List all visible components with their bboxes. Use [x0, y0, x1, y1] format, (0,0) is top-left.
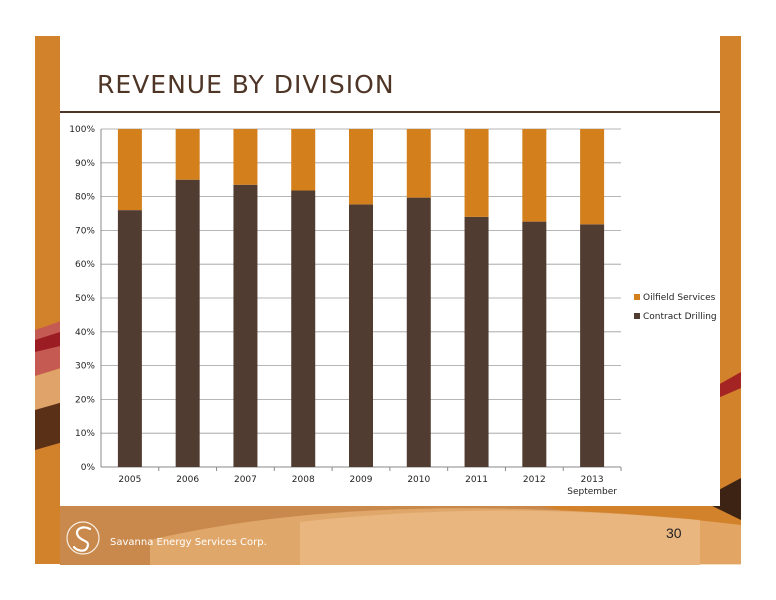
legend-label: Oilfield Services — [643, 293, 716, 303]
bar-contract-drilling — [522, 221, 547, 467]
x-tick-label: 2009 — [350, 475, 373, 485]
savanna-logo-icon — [66, 521, 100, 555]
y-tick-label: 60% — [75, 260, 95, 270]
bar-contract-drilling — [175, 179, 200, 467]
bar-contract-drilling — [233, 184, 258, 467]
y-tick-label: 90% — [75, 159, 95, 169]
bar-oilfield-services — [580, 129, 605, 225]
bar-oilfield-services — [349, 129, 373, 205]
x-tick-label: 2006 — [176, 475, 199, 485]
bar-oilfield-services — [175, 129, 200, 180]
bar-oilfield-services — [117, 129, 142, 211]
bar-oilfield-services — [522, 129, 547, 222]
x-tick-label: 2011 — [465, 475, 488, 485]
y-tick-label: 100% — [69, 125, 95, 135]
slide-title: REVENUE BY DIVISION — [97, 70, 395, 99]
x-tick-label: 2012 — [523, 475, 546, 485]
y-tick-label: 30% — [75, 362, 95, 372]
x-tick-label: 2013 — [581, 475, 604, 485]
bar-contract-drilling — [464, 216, 489, 467]
y-tick-label: 20% — [75, 395, 95, 405]
bar-contract-drilling — [349, 204, 373, 467]
bar-oilfield-services — [464, 129, 489, 217]
y-tick-label: 50% — [75, 294, 95, 304]
legend-label: Contract Drilling — [643, 312, 717, 322]
page-number: 30 — [666, 525, 682, 541]
y-tick-label: 70% — [75, 226, 95, 236]
y-tick-label: 0% — [81, 463, 96, 473]
legend-swatch — [634, 313, 640, 319]
x-tick-label: September — [567, 487, 617, 497]
y-tick-label: 40% — [75, 328, 95, 338]
bar-contract-drilling — [291, 190, 316, 468]
x-tick-label: 2005 — [118, 475, 141, 485]
x-tick-label: 2007 — [234, 475, 257, 485]
company-name: Savanna Energy Services Corp. — [110, 537, 267, 548]
bar-oilfield-services — [233, 129, 258, 185]
bar-oilfield-services — [406, 129, 431, 198]
y-tick-label: 10% — [75, 429, 95, 439]
bar-contract-drilling — [117, 210, 142, 467]
y-tick-label: 80% — [75, 193, 95, 203]
bar-contract-drilling — [406, 197, 431, 467]
x-tick-label: 2010 — [407, 475, 430, 485]
x-tick-label: 2008 — [292, 475, 315, 485]
bar-oilfield-services — [291, 129, 316, 191]
bar-contract-drilling — [580, 224, 605, 467]
legend-swatch — [634, 294, 640, 300]
